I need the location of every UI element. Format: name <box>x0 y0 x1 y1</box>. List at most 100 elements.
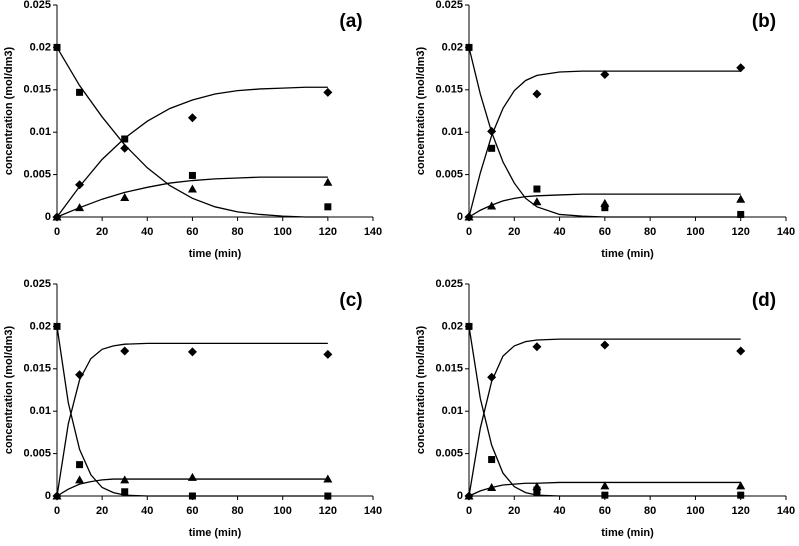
diamond-marker <box>487 126 497 136</box>
x-tick-label: 0 <box>54 226 60 238</box>
triangle-marker <box>736 481 746 490</box>
x-tick-label: 40 <box>141 505 153 517</box>
square-marker <box>76 88 84 96</box>
x-tick-label: 140 <box>364 226 382 238</box>
x-tick-label: 60 <box>186 226 198 238</box>
y-tick-label: 0.01 <box>30 405 51 417</box>
fit-curve <box>468 70 741 218</box>
triangle-marker <box>187 184 197 193</box>
x-tick-label: 80 <box>644 226 656 238</box>
panel-title: (d) <box>752 290 776 311</box>
x-tick-label: 40 <box>553 505 565 517</box>
y-tick-label: 0 <box>45 490 51 502</box>
x-tick-label: 120 <box>732 226 750 238</box>
panel-title: (c) <box>339 290 362 311</box>
y-tick-label: 0.02 <box>442 41 463 53</box>
x-tick-label: 0 <box>466 505 472 517</box>
triangle-marker <box>75 475 85 484</box>
x-tick-label: 100 <box>686 505 704 517</box>
y-tick-label: 0 <box>45 211 51 223</box>
triangle-marker <box>323 474 333 483</box>
diamond-marker <box>323 87 333 97</box>
y-tick-label: 0.005 <box>23 448 51 460</box>
x-axis-label: time (min) <box>601 248 654 260</box>
x-tick-label: 60 <box>599 226 611 238</box>
x-tick-label: 100 <box>274 226 292 238</box>
diamond-marker <box>736 63 746 73</box>
square-marker <box>465 43 473 51</box>
y-axis-label: concentration (mol/dm3) <box>415 325 427 454</box>
y-tick-label: 0.02 <box>30 320 51 332</box>
y-axis-label: concentration (mol/dm3) <box>3 325 15 454</box>
y-tick-label: 0.015 <box>23 84 51 96</box>
x-tick-label: 20 <box>508 226 520 238</box>
x-tick-label: 80 <box>231 505 243 517</box>
square-marker <box>53 322 61 330</box>
fit-curve <box>56 176 328 218</box>
triangle-marker <box>487 201 497 210</box>
y-tick-label: 0.015 <box>435 84 463 96</box>
square-marker <box>76 461 84 469</box>
triangle-marker <box>120 192 130 201</box>
x-tick-label: 80 <box>644 505 656 517</box>
triangle-marker <box>464 491 474 500</box>
square-marker <box>465 322 473 330</box>
fit-curve <box>56 342 328 497</box>
triangle-marker <box>532 197 542 206</box>
x-tick-label: 40 <box>553 226 565 238</box>
y-tick-label: 0.025 <box>435 0 463 11</box>
square-marker <box>188 492 196 500</box>
diamond-marker <box>532 342 542 352</box>
triangle-marker <box>52 491 62 500</box>
x-tick-label: 140 <box>364 505 382 517</box>
diamond-marker <box>187 113 197 123</box>
diamond-marker <box>487 372 497 382</box>
y-tick-label: 0.02 <box>442 320 463 332</box>
square-marker <box>601 204 609 212</box>
y-tick-label: 0.005 <box>23 169 51 181</box>
y-tick-label: 0.01 <box>442 126 463 138</box>
triangle-marker <box>120 475 130 484</box>
triangle-marker <box>323 177 333 186</box>
square-marker <box>324 203 332 211</box>
x-tick-label: 140 <box>777 226 795 238</box>
x-tick-label: 0 <box>54 505 60 517</box>
x-tick-label: 60 <box>186 505 198 517</box>
diamond-marker <box>600 70 610 80</box>
x-tick-label: 20 <box>96 505 108 517</box>
fit-curve <box>56 47 328 218</box>
triangle-marker <box>600 198 610 207</box>
diamond-marker <box>75 370 85 380</box>
square-marker <box>121 488 129 496</box>
x-tick-label: 40 <box>141 226 153 238</box>
triangle-marker <box>600 481 610 490</box>
x-tick-label: 120 <box>319 226 337 238</box>
square-marker <box>121 135 129 143</box>
diamond-marker <box>120 346 130 356</box>
square-marker <box>533 185 541 193</box>
y-tick-label: 0 <box>457 211 463 223</box>
y-tick-label: 0.005 <box>435 448 463 460</box>
panel: 0 0.005 0.01 0.015 0.02 0.025 0 20 40 60 80 100 120 1… <box>3 0 382 260</box>
y-tick-label: 0 <box>457 490 463 502</box>
square-marker <box>737 491 745 499</box>
x-tick-label: 120 <box>732 505 750 517</box>
square-marker <box>601 491 609 499</box>
x-axis-label: time (min) <box>601 527 654 539</box>
fit-curve <box>468 338 741 497</box>
y-tick-label: 0.025 <box>23 278 51 290</box>
y-tick-label: 0.015 <box>23 363 51 375</box>
square-marker <box>53 43 61 51</box>
diamond-marker <box>600 340 610 350</box>
fit-curve <box>468 326 741 497</box>
y-tick-label: 0.005 <box>435 169 463 181</box>
square-marker <box>324 492 332 500</box>
triangle-marker <box>187 472 197 481</box>
x-tick-label: 120 <box>319 505 337 517</box>
diamond-marker <box>120 143 130 153</box>
panel: 0 0.005 0.01 0.015 0.02 0.025 0 20 40 60 80 100 120 1… <box>415 278 795 539</box>
square-marker <box>488 456 496 464</box>
y-tick-label: 0.015 <box>435 363 463 375</box>
diamond-marker <box>75 180 85 190</box>
